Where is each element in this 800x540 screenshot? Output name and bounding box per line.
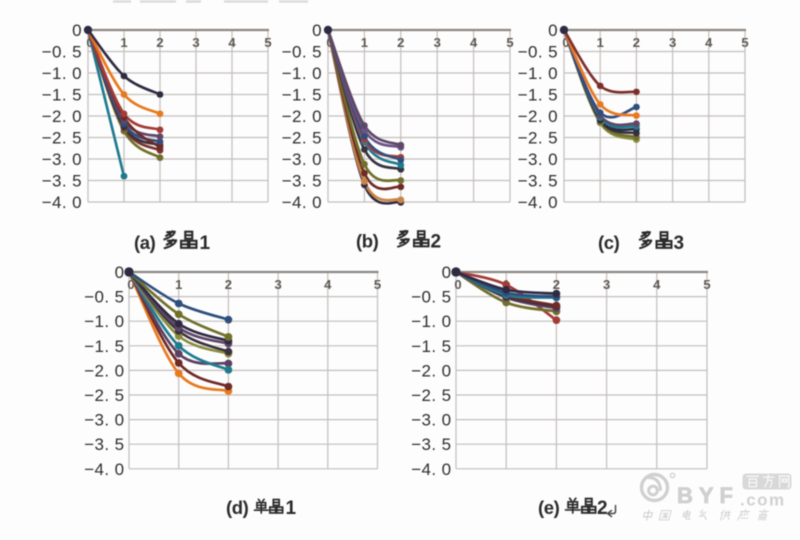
svg-text:(d): (d): [226, 497, 249, 518]
svg-text:3: 3: [192, 35, 199, 50]
svg-text:2: 2: [225, 277, 232, 292]
svg-text:−3. 5: −3. 5: [282, 172, 322, 191]
svg-text:−0. 5: −0. 5: [518, 43, 558, 62]
svg-text:−2. 5: −2. 5: [84, 386, 124, 405]
svg-text:(c): (c): [598, 232, 620, 253]
svg-text:−4. 0: −4. 0: [84, 460, 124, 479]
svg-text:2: 2: [397, 35, 404, 50]
svg-text:1: 1: [200, 233, 211, 254]
svg-text:1: 1: [120, 35, 127, 50]
svg-text:−2. 0: −2. 0: [282, 107, 322, 126]
svg-text:−1. 5: −1. 5: [42, 86, 82, 105]
svg-text:−1. 0: −1. 0: [42, 64, 82, 83]
svg-text:−0. 5: −0. 5: [411, 288, 451, 307]
svg-text:5: 5: [374, 277, 381, 292]
svg-text:−4. 0: −4. 0: [411, 460, 451, 479]
svg-text:−2. 0: −2. 0: [84, 361, 124, 380]
svg-text:5: 5: [264, 35, 271, 50]
svg-text:3: 3: [274, 277, 281, 292]
svg-text:2: 2: [597, 498, 608, 519]
svg-text:0: 0: [127, 277, 134, 292]
svg-text:0: 0: [115, 263, 125, 282]
svg-text:−0. 5: −0. 5: [42, 43, 82, 62]
svg-text:−2. 0: −2. 0: [42, 107, 82, 126]
svg-text:3: 3: [674, 233, 685, 254]
svg-text:−3. 0: −3. 0: [411, 411, 451, 430]
svg-text:2: 2: [553, 277, 560, 292]
svg-text:−2. 5: −2. 5: [518, 129, 558, 148]
svg-text:−2. 5: −2. 5: [42, 129, 82, 148]
svg-text:2: 2: [156, 35, 163, 50]
svg-text:2: 2: [633, 35, 640, 50]
svg-text:1: 1: [597, 35, 604, 50]
svg-text:−3. 5: −3. 5: [42, 172, 82, 191]
svg-text:0: 0: [312, 21, 322, 40]
svg-text:.com: .com: [740, 491, 786, 510]
svg-text:−1. 0: −1. 0: [282, 64, 322, 83]
svg-text:0: 0: [548, 21, 558, 40]
svg-text:4: 4: [324, 277, 332, 292]
svg-text:4: 4: [228, 35, 236, 50]
svg-text:−1. 5: −1. 5: [84, 337, 124, 356]
svg-text:−3. 5: −3. 5: [518, 172, 558, 191]
svg-text:−3. 0: −3. 0: [282, 150, 322, 169]
svg-text:4: 4: [653, 277, 661, 292]
svg-text:3: 3: [434, 35, 441, 50]
svg-text:−3. 0: −3. 0: [42, 150, 82, 169]
svg-text:0: 0: [562, 35, 569, 50]
svg-text:−4. 0: −4. 0: [518, 193, 558, 212]
svg-text:5: 5: [741, 35, 748, 50]
svg-text:0: 0: [72, 21, 82, 40]
svg-text:−1. 0: −1. 0: [411, 312, 451, 331]
svg-text:−4. 0: −4. 0: [282, 193, 322, 212]
svg-text:4: 4: [470, 35, 478, 50]
svg-text:−4. 0: −4. 0: [42, 193, 82, 212]
svg-text:BYF: BYF: [677, 483, 739, 508]
svg-text:(b): (b): [356, 231, 379, 252]
svg-text:−1. 0: −1. 0: [518, 64, 558, 83]
svg-text:−2. 0: −2. 0: [411, 361, 451, 380]
svg-text:−2. 0: −2. 0: [518, 107, 558, 126]
svg-text:−3. 0: −3. 0: [84, 411, 124, 430]
svg-text:1: 1: [361, 35, 368, 50]
svg-text:1: 1: [286, 498, 297, 519]
svg-text:(a): (a): [134, 232, 156, 253]
svg-text:−1. 5: −1. 5: [518, 86, 558, 105]
svg-text:−3. 5: −3. 5: [411, 435, 451, 454]
svg-text:−1. 5: −1. 5: [411, 337, 451, 356]
svg-text:−0. 5: −0. 5: [282, 43, 322, 62]
svg-text:(e): (e): [538, 497, 560, 518]
svg-text:5: 5: [703, 277, 710, 292]
svg-text:0: 0: [442, 263, 452, 282]
svg-text:3: 3: [669, 35, 676, 50]
svg-text:−0. 5: −0. 5: [84, 288, 124, 307]
svg-text:−3. 0: −3. 0: [518, 150, 558, 169]
svg-text:0: 0: [454, 277, 461, 292]
svg-text:−1. 0: −1. 0: [84, 312, 124, 331]
svg-text:−1. 5: −1. 5: [282, 86, 322, 105]
svg-text:3: 3: [603, 277, 610, 292]
svg-text:5: 5: [506, 35, 513, 50]
svg-text:4: 4: [705, 35, 713, 50]
svg-text:−3. 5: −3. 5: [84, 435, 124, 454]
svg-text:1: 1: [175, 277, 182, 292]
svg-text:−2. 5: −2. 5: [411, 386, 451, 405]
svg-text:2: 2: [431, 232, 442, 253]
svg-text:−2. 5: −2. 5: [282, 129, 322, 148]
